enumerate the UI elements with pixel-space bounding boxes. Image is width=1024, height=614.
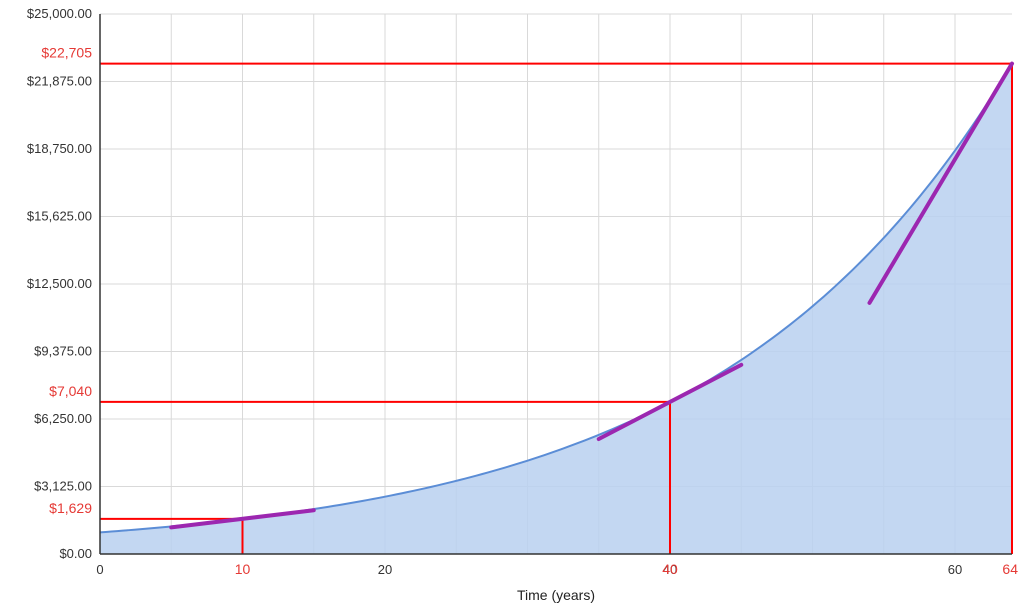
x-tick-label: 20 [378, 562, 392, 577]
y-tick-label: $3,125.00 [34, 479, 92, 494]
y-tick-label: $0.00 [59, 546, 92, 561]
marker-x-label-0: 10 [235, 561, 251, 577]
marker-x-label-2: 64 [1002, 561, 1018, 577]
marker-y-label-0: $1,629 [49, 500, 92, 516]
marker-y-label-2: $22,705 [41, 45, 92, 61]
marker-x-label-1: 40 [662, 561, 678, 577]
y-tick-label: $18,750.00 [27, 141, 92, 156]
y-tick-label: $12,500.00 [27, 276, 92, 291]
chart-svg: $0.00 $3,125.00 $6,250.00 $9,375.00 $12,500.… [0, 0, 1024, 614]
x-axis-title: Time (years) [517, 587, 595, 603]
y-tick-label: $21,875.00 [27, 74, 92, 89]
y-tick-label: $15,625.00 [27, 209, 92, 224]
x-tick-label: 0 [96, 562, 103, 577]
y-tick-label: $9,375.00 [34, 344, 92, 359]
x-tick-label: 60 [948, 562, 962, 577]
growth-chart: $0.00 $3,125.00 $6,250.00 $9,375.00 $12,500.… [0, 0, 1024, 614]
y-tick-label: $6,250.00 [34, 411, 92, 426]
marker-y-label-1: $7,040 [49, 383, 92, 399]
y-tick-label: $25,000.00 [27, 6, 92, 21]
